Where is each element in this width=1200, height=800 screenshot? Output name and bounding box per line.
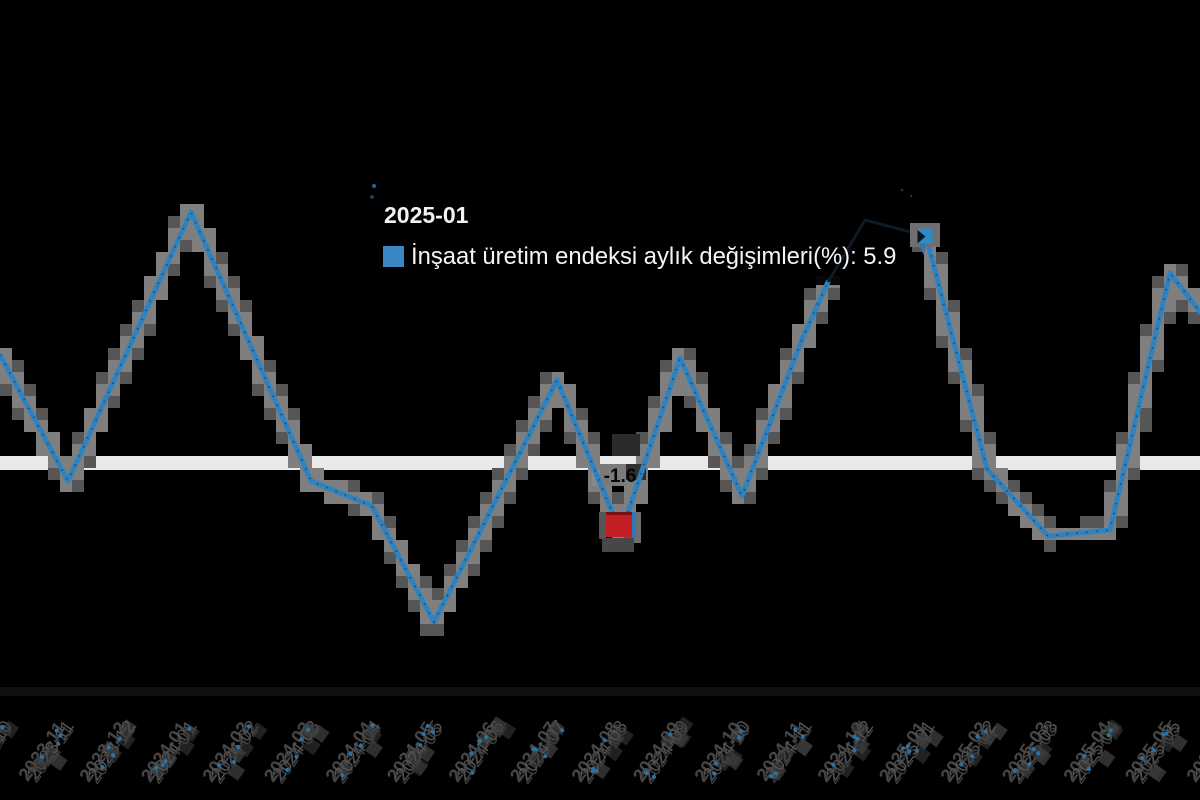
svg-text:-1.6: -1.6 [604,466,637,487]
svg-text:2025-01: 2025-01 [384,202,469,228]
svg-text:İnşaat üretim endeksi aylık de: İnşaat üretim endeksi aylık değişimleri(… [411,243,896,270]
